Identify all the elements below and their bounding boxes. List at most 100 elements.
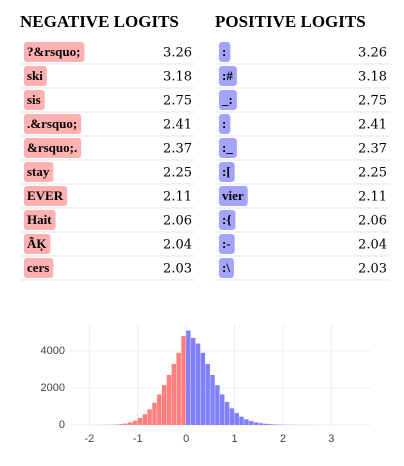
logit-value: 2.75 [358,94,387,109]
logit-value: 2.11 [163,190,192,205]
bar [161,385,167,425]
token-badge [219,258,234,278]
bar [166,375,172,425]
token-badge [24,186,68,206]
logit-value: 2.04 [358,238,387,253]
token: :_ [222,140,233,155]
negative-title: NEGATIVE LOGITS [20,12,179,31]
bar [142,414,148,425]
bar [210,375,215,425]
logit-value: 2.25 [358,166,387,181]
bar [215,385,220,425]
x-tick-label: 1 [231,433,237,445]
token-badge [24,210,56,230]
bar [147,409,152,425]
token-badge [24,114,82,134]
logit-value: 2.06 [358,214,387,229]
token-badge [24,258,54,278]
token: : [222,116,226,131]
token-badge [219,114,231,134]
token-badge [219,186,248,206]
bar [132,420,138,425]
x-tick-label: -1 [133,433,143,445]
token: ?&rsquo; [27,44,80,59]
token: _: [221,92,233,107]
x-tick-label: 0 [183,433,189,445]
token-badge [24,90,45,110]
x-tick-label: 3 [328,433,334,445]
bar [176,352,181,425]
bar [258,423,264,425]
token-badge [219,162,235,182]
bar [157,394,162,425]
logit-value: 2.06 [163,214,192,229]
bar [200,352,206,425]
token: :- [222,236,231,251]
token: ski [27,68,43,83]
bar [171,363,177,425]
logit-value: 2.25 [163,166,192,181]
bar [152,402,157,425]
token-badge [24,234,51,254]
x-tick-label: 2 [280,433,286,445]
token-badge [219,66,237,86]
token: .&rsquo; [27,116,77,131]
x-tick-label: -2 [84,433,94,445]
token-badge [219,138,237,158]
bar [263,423,268,425]
token: stay [27,164,50,179]
token: :# [222,68,233,83]
bar [234,412,239,425]
logit-value: 2.03 [358,262,387,277]
token-badge [24,42,85,62]
logit-value: 3.18 [163,70,192,85]
token: Hait [27,212,52,227]
token-badge [24,138,82,158]
token: :[ [222,164,231,179]
token-badge [219,234,235,254]
positive-title: POSITIVE LOGITS [215,12,366,31]
token: &rsquo;. [27,140,77,155]
logit-value: 2.41 [358,118,387,133]
y-tick-label: 0 [59,419,65,431]
token: EVER [27,188,64,203]
bar [205,363,210,425]
logit-value: 2.41 [163,118,192,133]
bar [229,408,235,425]
bar [181,336,186,425]
bar [239,416,244,425]
token: vier [222,188,244,203]
token: ÃĶ [27,236,47,252]
bar [224,401,230,425]
logit-value: 2.04 [163,238,192,253]
bar [186,330,191,425]
logit-value: 3.18 [358,70,387,85]
logit-value: 2.37 [358,142,387,157]
bar [249,421,254,425]
y-tick-label: 2000 [41,382,65,394]
bar [273,424,278,425]
bar [244,419,249,425]
bar [123,423,128,425]
token-badge [219,210,236,230]
bar [190,337,196,425]
bar [253,422,259,425]
bar [220,394,225,425]
bar [137,417,143,425]
bar [195,343,201,425]
logit-value: 2.03 [163,262,192,277]
logit-value: 2.37 [163,142,192,157]
logit-value: 3.26 [358,46,387,61]
token-badge [219,90,237,110]
token-badge [24,66,47,86]
bar [128,422,133,425]
token: :{ [222,212,231,227]
logit-value: 2.11 [358,190,387,205]
logit-value: 3.26 [163,46,192,61]
token-badge [219,42,231,62]
bar [118,424,123,425]
token: : [222,44,226,59]
logit-value: 2.75 [163,94,192,109]
bar [268,424,273,425]
